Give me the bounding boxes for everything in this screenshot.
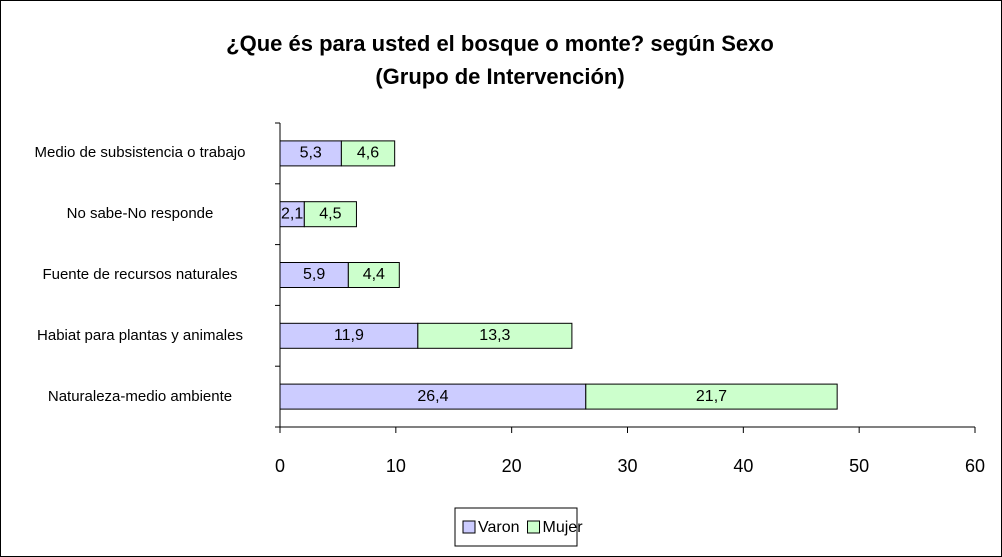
data-label: 4,4 [363,266,385,283]
category-label: Habiat para plantas y animales [37,326,243,344]
x-tick-label: 40 [733,456,753,476]
bar-segment [347,262,400,288]
x-tick-label: 60 [965,456,985,476]
bar-segment [585,383,838,410]
data-label: 21,7 [696,388,727,405]
bar-segment [279,322,419,349]
data-label: 2,1 [281,205,303,222]
x-tick-label: 50 [849,456,869,476]
data-label: 5,9 [303,266,325,283]
category-label: Fuente de recursos naturales [42,266,238,283]
data-label: 4,5 [319,205,341,222]
chart-subtitle: (Grupo de Intervención) [375,64,624,89]
bar-segment [417,322,573,349]
x-tick-label: 20 [502,456,522,476]
x-tick-label: 10 [386,456,406,476]
category-label: No sabe-No responde [66,205,214,223]
bar-segment [279,201,305,228]
legend-swatch [527,520,541,534]
bar-segment [340,140,396,167]
legend-label: Mujer [543,519,584,536]
x-tick-label: 30 [617,456,637,476]
data-label: 11,9 [334,327,364,344]
x-tick-label: 0 [275,456,285,476]
legend-label: Varon [478,519,520,536]
legend-swatch [462,520,476,534]
data-label: 26,4 [417,388,448,405]
category-label: Naturaleza-medio ambiente [47,387,233,405]
data-label: 5,3 [300,145,322,162]
data-label: 4,6 [357,145,379,162]
bar-segment [279,140,342,167]
bar-segment [303,201,357,228]
data-label: 13,3 [479,327,510,344]
category-label: Medio de subsistencia o trabajo [34,144,246,162]
bar-segment [279,383,587,410]
chart-title: ¿Que és para usted el bosque o monte? se… [226,31,774,56]
